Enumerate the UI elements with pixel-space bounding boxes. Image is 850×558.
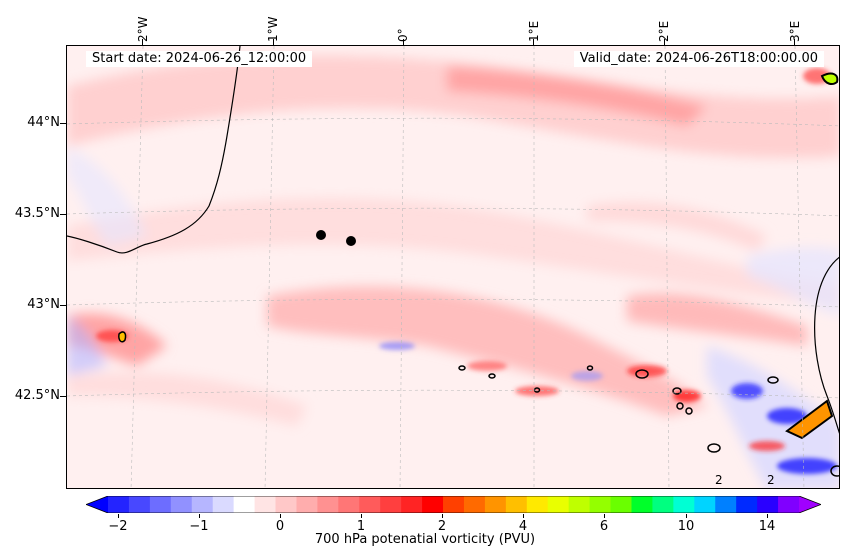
latitude-label: 43°N	[27, 297, 60, 312]
colorbar-tick-label: 10	[677, 519, 695, 534]
colorbar-swatch	[212, 496, 235, 513]
colorbar-swatch	[359, 496, 381, 513]
pv-contours	[458, 365, 839, 477]
colorbar-tick-label: 14	[758, 519, 776, 534]
colorbar-swatch	[338, 496, 360, 513]
colorbar	[86, 496, 821, 513]
colorbar-tick	[361, 514, 362, 518]
colorbar-swatch	[652, 496, 674, 513]
colorbar-tick-label: 0	[275, 519, 285, 534]
colorbar-tick	[280, 514, 281, 518]
graticule	[67, 46, 839, 488]
colorbar-tick	[199, 514, 200, 518]
x-tick	[664, 39, 665, 45]
pv-max-west	[118, 331, 127, 343]
y-tick	[60, 214, 66, 215]
colorbar-tick-label: 6	[599, 519, 609, 534]
coastline-east	[814, 256, 839, 434]
colorbar-swatch	[254, 496, 277, 513]
colorbar-swatch	[128, 496, 151, 513]
start-date-label: Start date: 2024-06-26_12:00:00	[86, 51, 313, 67]
coastline-west	[67, 46, 241, 254]
colorbar-tick-label: 4	[518, 519, 528, 534]
x-tick	[533, 39, 534, 45]
colorbar-swatch	[715, 496, 737, 513]
potential-vorticity-map: 2 2	[67, 46, 839, 488]
colorbar-extend-min	[86, 496, 108, 513]
longitude-label: 3°E	[788, 20, 802, 42]
colorbar-swatch	[568, 496, 591, 513]
colorbar-swatch	[463, 496, 486, 513]
map-panel: 2 2	[66, 45, 840, 489]
colorbar-swatch	[673, 496, 695, 513]
latitude-label: 42.5°N	[14, 388, 60, 403]
contour-label: 2	[767, 473, 775, 487]
colorbar-swatch	[443, 496, 465, 513]
colorbar-tick	[604, 514, 605, 518]
latitude-label: 43.5°N	[14, 206, 60, 221]
colorbar-swatch	[631, 496, 653, 513]
location-marker	[316, 230, 326, 240]
colorbar-swatch	[380, 496, 402, 513]
colorbar-swatch	[694, 496, 716, 513]
y-tick	[60, 305, 66, 306]
colorbar-tick-label: 1	[356, 519, 366, 534]
x-tick	[142, 39, 143, 45]
colorbar-tick	[442, 514, 443, 518]
colorbar-swatch	[505, 496, 528, 513]
pv-bands	[67, 55, 839, 488]
colorbar-swatch	[296, 496, 318, 513]
colorbar-swatch	[108, 496, 130, 513]
colorbar-swatch	[547, 496, 570, 513]
colorbar-tick	[118, 514, 119, 518]
x-tick	[794, 39, 795, 45]
colorbar-swatch	[610, 496, 632, 513]
colorbar-tick	[523, 514, 524, 518]
location-marker	[346, 236, 356, 246]
colorbar-swatch	[149, 496, 172, 513]
x-tick	[403, 39, 404, 45]
x-tick	[273, 39, 274, 45]
colorbar-swatch	[736, 496, 758, 513]
longitude-label: 2°W	[136, 16, 150, 43]
pv-max-northeast	[820, 72, 839, 85]
colorbar-title: 700 hPa potenatial vorticity (PVU)	[314, 532, 536, 547]
valid-date-label: Valid_date: 2024-06-26T18:00:00.00	[573, 51, 824, 67]
colorbar-swatch	[589, 496, 612, 513]
colorbar-swatch	[233, 496, 256, 513]
colorbar-swatch	[170, 496, 193, 513]
pv-max-east	[785, 399, 834, 440]
colorbar-swatch	[757, 496, 779, 513]
colorbar-swatch	[401, 496, 423, 513]
contour-label: 2	[715, 473, 723, 487]
colorbar-tick-label: −2	[108, 519, 128, 534]
colorbar-tick-label: 2	[437, 519, 447, 534]
colorbar-swatch	[484, 496, 507, 513]
colorbar-swatch	[275, 496, 297, 513]
y-tick	[60, 123, 66, 124]
colorbar-swatch	[526, 496, 549, 513]
y-tick	[60, 396, 66, 397]
colorbar-extend-max	[799, 496, 821, 513]
latitude-label: 44°N	[27, 115, 60, 130]
colorbar-tick-label: −1	[189, 519, 209, 534]
colorbar-swatch	[317, 496, 339, 513]
colorbar-swatch	[778, 496, 800, 513]
colorbar-tick	[686, 514, 687, 518]
colorbar-swatch	[422, 496, 444, 513]
colorbar-tick	[767, 514, 768, 518]
colorbar-swatch	[191, 496, 214, 513]
longitude-label: 1°E	[527, 20, 541, 42]
